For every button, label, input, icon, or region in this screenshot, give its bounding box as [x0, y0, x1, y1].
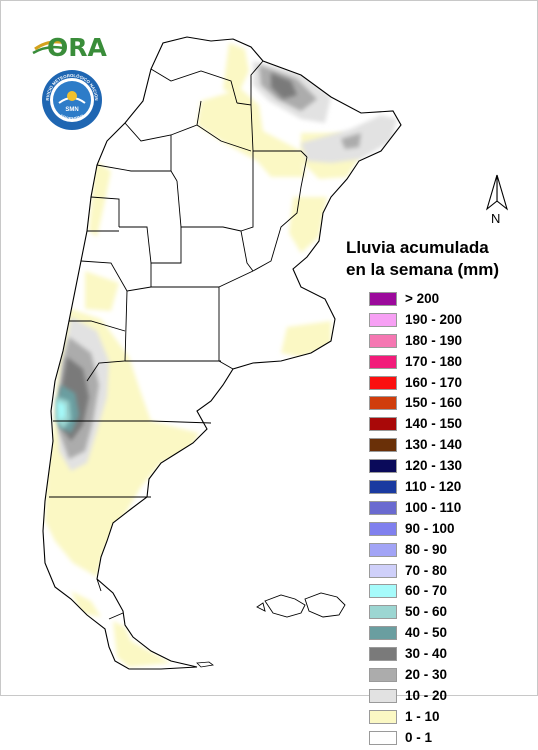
legend-label: 110 - 120	[405, 479, 462, 495]
malvinas-islands	[256, 592, 346, 618]
smn-seal-bottom-text: ARGENTINA	[59, 113, 86, 122]
ora-logo: ORA	[29, 29, 109, 65]
isla-de-los-estados	[196, 661, 214, 668]
province-boundaries	[49, 60, 308, 620]
legend-swatch	[369, 459, 397, 474]
legend-item: 20 - 30	[369, 666, 519, 687]
legend-item: 120 - 130	[369, 457, 519, 478]
legend-swatch	[369, 333, 397, 348]
legend-swatch	[369, 584, 397, 599]
legend-swatch	[369, 500, 397, 515]
legend-swatch	[369, 563, 397, 578]
legend-swatch	[369, 668, 397, 683]
legend-item: 40 - 50	[369, 624, 519, 645]
legend-swatch	[369, 438, 397, 453]
argentina-landmass	[43, 37, 401, 669]
legend-item: 110 - 120	[369, 478, 519, 499]
legend-title: Lluvia acumulada en la semana (mm)	[346, 237, 536, 281]
legend-label: 160 - 170	[405, 374, 463, 390]
legend-item: 190 - 200	[369, 311, 519, 332]
ora-logo-text: ORA	[47, 33, 107, 62]
legend-item: > 200	[369, 290, 519, 311]
legend-item: 10 - 20	[369, 687, 519, 708]
legend-title-line1: Lluvia acumulada	[346, 238, 489, 257]
legend-item: 160 - 170	[369, 374, 519, 395]
legend: > 200 190 - 200 180 - 190 170 - 180 160 - 17…	[369, 290, 519, 750]
legend-label: 40 - 50	[405, 625, 448, 641]
north-label: N	[491, 211, 501, 226]
legend-label: 1 - 10	[405, 708, 440, 724]
legend-swatch	[369, 292, 397, 306]
legend-label: 180 - 190	[405, 332, 463, 348]
legend-label: 170 - 180	[405, 353, 463, 369]
argentina-rainfall-map	[42, 36, 402, 670]
legend-label: 190 - 200	[405, 311, 463, 327]
legend-label: 60 - 70	[405, 583, 448, 599]
smn-seal-center-text: SMN	[65, 107, 78, 113]
legend-label: > 200	[405, 291, 440, 306]
legend-swatch	[369, 626, 397, 641]
legend-label: 80 - 90	[405, 541, 448, 557]
legend-swatch	[369, 354, 397, 369]
legend-item: 130 - 140	[369, 436, 519, 457]
argentina-outline	[42, 36, 402, 670]
smn-seal: SMN SERVICIO METEOROLÓGICO NACIONAL ARGE…	[39, 65, 103, 131]
legend-item: 0 - 1	[369, 729, 519, 750]
legend-label: 50 - 60	[405, 604, 448, 620]
legend-item: 80 - 90	[369, 541, 519, 562]
legend-label: 100 - 110	[405, 499, 462, 515]
legend-label: 30 - 40	[405, 646, 448, 662]
legend-label: 0 - 1	[405, 729, 433, 745]
legend-label: 130 - 140	[405, 437, 463, 453]
svg-text:ARGENTINA: ARGENTINA	[59, 113, 86, 122]
legend-label: 70 - 80	[405, 562, 448, 578]
legend-swatch	[369, 709, 397, 724]
legend-title-line2: en la semana (mm)	[346, 260, 500, 279]
legend-item: 180 - 190	[369, 332, 519, 353]
legend-item: 70 - 80	[369, 562, 519, 583]
north-arrow: N	[479, 173, 519, 229]
legend-swatch	[369, 480, 397, 495]
legend-swatch	[369, 375, 397, 390]
legend-swatch	[369, 730, 397, 745]
legend-item: 100 - 110	[369, 499, 519, 520]
legend-item: 170 - 180	[369, 353, 519, 374]
north-arrow-icon	[485, 174, 509, 211]
legend-item: 50 - 60	[369, 603, 519, 624]
legend-label: 90 - 100	[405, 520, 455, 536]
legend-label: 20 - 30	[405, 667, 448, 683]
legend-swatch	[369, 417, 397, 432]
legend-swatch	[369, 605, 397, 620]
legend-swatch	[369, 521, 397, 536]
legend-swatch	[369, 312, 397, 327]
legend-item: 1 - 10	[369, 708, 519, 729]
legend-item: 30 - 40	[369, 645, 519, 666]
legend-label: 120 - 130	[405, 458, 463, 474]
legend-label: 10 - 20	[405, 687, 448, 703]
legend-item: 140 - 150	[369, 415, 519, 436]
legend-swatch	[369, 647, 397, 662]
legend-item: 60 - 70	[369, 582, 519, 603]
legend-item: 90 - 100	[369, 520, 519, 541]
legend-label: 140 - 150	[405, 416, 463, 432]
legend-swatch	[369, 396, 397, 411]
legend-item: 150 - 160	[369, 394, 519, 415]
legend-swatch	[369, 542, 397, 557]
legend-label: 150 - 160	[405, 395, 463, 411]
